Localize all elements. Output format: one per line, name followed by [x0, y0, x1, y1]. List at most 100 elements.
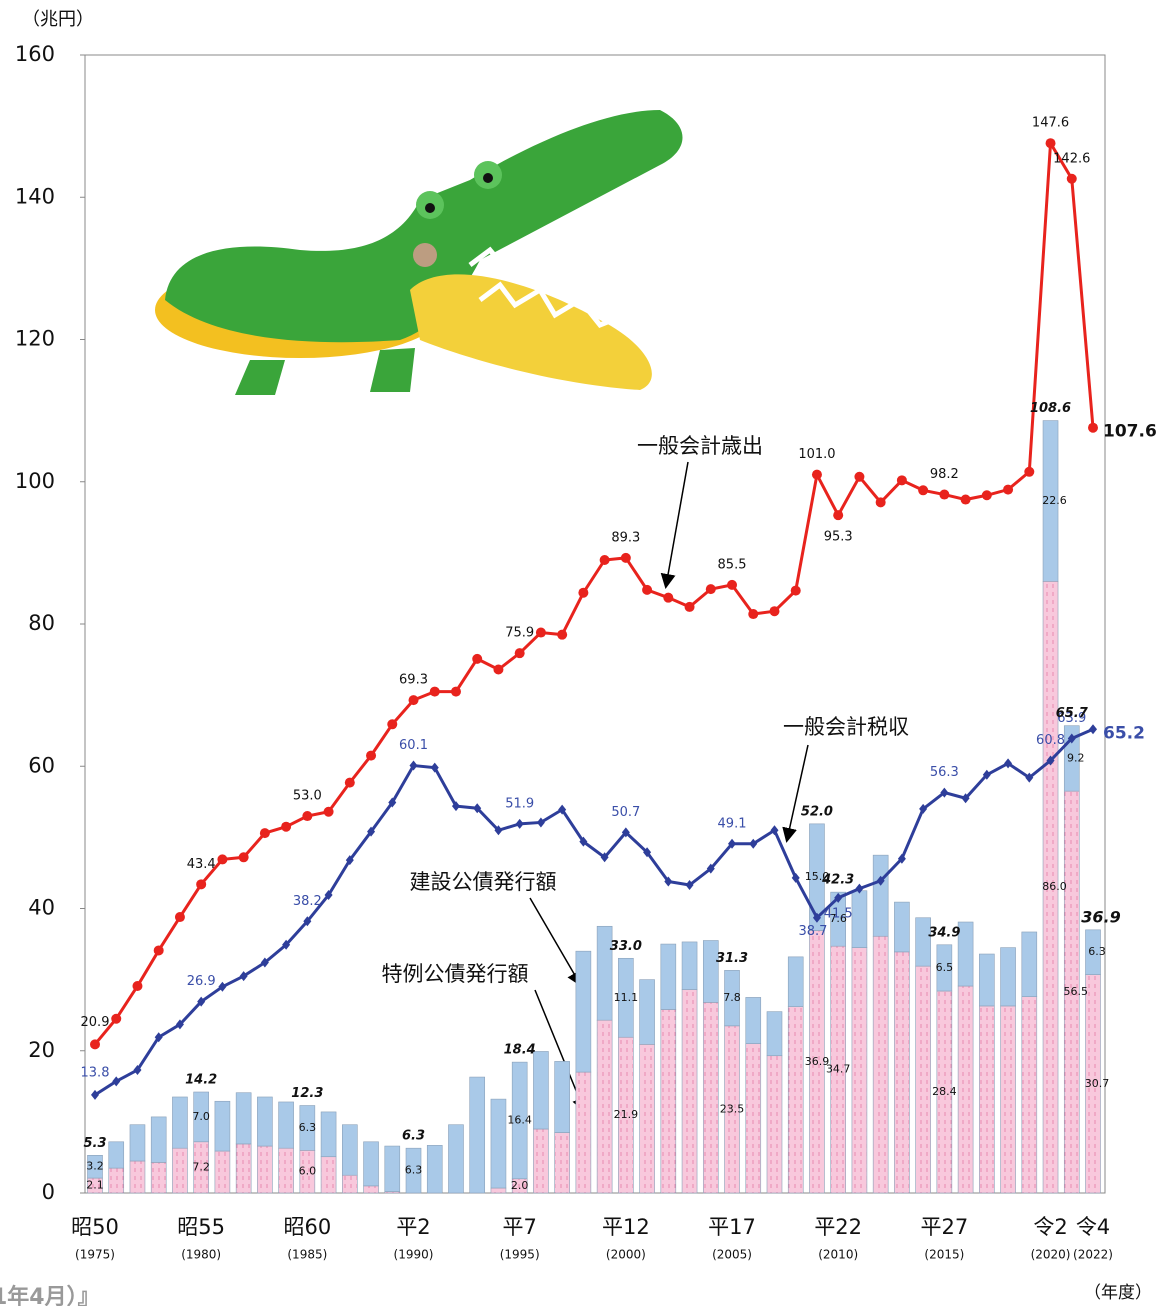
line-label: 13.8 — [81, 1065, 110, 1080]
bar-segment — [787, 1006, 804, 1194]
marker — [896, 475, 907, 486]
marker — [174, 912, 185, 923]
bar-segment-label: 7.6 — [829, 912, 847, 925]
bar-segment-label: 2.0 — [511, 1179, 529, 1192]
bars — [87, 420, 1101, 1194]
marker — [812, 912, 821, 923]
marker — [1066, 173, 1077, 184]
marker — [790, 585, 801, 596]
marker — [238, 852, 249, 863]
bar-total-label: 52.0 — [801, 804, 833, 819]
bar-segment — [342, 1174, 358, 1194]
line-label: 60.8 — [1036, 733, 1065, 748]
marker — [281, 821, 292, 832]
bar-segment — [618, 957, 634, 1038]
x-tick-label: 平2 — [396, 1215, 430, 1239]
bar-segment — [851, 947, 868, 1194]
marker — [514, 648, 525, 659]
marker — [643, 847, 652, 858]
bar-segment — [129, 1160, 146, 1194]
bar-segment — [1042, 420, 1059, 582]
marker — [153, 945, 164, 956]
marker — [982, 769, 991, 780]
bar-segment-label: 6.5 — [936, 961, 954, 974]
marker — [1046, 755, 1055, 766]
bar-segment — [320, 1111, 337, 1158]
marker — [1089, 724, 1097, 735]
bar-total-label: 5.3 — [83, 1136, 106, 1151]
marker — [450, 686, 461, 697]
marker — [621, 827, 630, 838]
x-tick-label: 令4 — [1076, 1215, 1110, 1239]
marker — [685, 880, 694, 891]
bar-total-label: 18.4 — [504, 1043, 536, 1058]
marker — [324, 889, 333, 900]
bar-segment — [405, 1147, 422, 1194]
line-label: 98.2 — [930, 467, 959, 482]
footer: 1年4月）』 — [0, 1284, 100, 1306]
marker — [642, 584, 653, 595]
marker — [535, 627, 546, 638]
labels: 2.17.2 6.02.021.9 23.536.934.728.486.056.5… — [81, 116, 1157, 1192]
marker — [705, 584, 716, 595]
bar-segment-label: 16.4 — [507, 1113, 532, 1126]
bar-segment — [426, 1145, 443, 1194]
bar-total-label: 33.0 — [610, 939, 642, 954]
y-tick-label: 160 — [15, 42, 55, 66]
x-tick-label: 平17 — [708, 1215, 756, 1239]
annotation: 一般会計税収 — [783, 715, 909, 739]
y-tick-label: 100 — [15, 469, 55, 493]
y-tick-label: 120 — [15, 327, 55, 351]
x-tick-sublabel: (2020) — [1031, 1248, 1071, 1262]
bar-segment — [1021, 996, 1038, 1194]
line-label: 38.7 — [798, 924, 827, 939]
marker — [239, 971, 248, 982]
bar-segment — [278, 1101, 294, 1149]
marker — [854, 471, 865, 482]
bar-segment-label: 30.7 — [1085, 1077, 1110, 1090]
bar-segment — [830, 891, 846, 947]
marker — [366, 750, 377, 761]
bar-segment — [193, 1091, 209, 1143]
marker — [834, 892, 843, 903]
bar-segment-label: 6.3 — [1088, 945, 1106, 958]
bar-segment — [214, 1100, 231, 1152]
marker — [918, 485, 929, 496]
line-label: 20.9 — [81, 1015, 110, 1030]
line-label: 107.6 — [1103, 422, 1157, 442]
marker — [429, 686, 440, 697]
marker — [282, 939, 291, 950]
marker — [175, 1019, 184, 1030]
marker — [451, 801, 460, 812]
x-tick-sublabel: (2000) — [606, 1248, 646, 1262]
marker — [833, 510, 844, 521]
bar-segment-label: 34.7 — [826, 1063, 851, 1076]
bar-segment — [533, 1128, 549, 1194]
bar-total-label: 34.9 — [928, 925, 960, 940]
marker — [961, 793, 970, 804]
bar-segment — [490, 1098, 507, 1189]
x-tick-sublabel: (1985) — [287, 1248, 327, 1262]
bar-segment — [681, 989, 698, 1194]
bar-segment-label: 22.6 — [1042, 494, 1067, 507]
marker — [875, 497, 886, 508]
marker — [1045, 138, 1056, 149]
bar-segment — [596, 925, 613, 1021]
marker — [154, 1032, 163, 1043]
x-tick-label: 昭50 — [71, 1215, 119, 1239]
marker — [855, 883, 864, 894]
bar-segment — [469, 1076, 486, 1194]
line-label: 43.4 — [187, 857, 216, 872]
bar-segment — [214, 1150, 231, 1194]
bar-segment — [915, 965, 931, 1194]
bar-segment — [575, 1071, 592, 1194]
x-tick-label: 平12 — [602, 1215, 650, 1239]
bar-total-label: 31.3 — [716, 951, 748, 966]
bar-segment-label: 6.0 — [299, 1165, 317, 1178]
bar-segment — [936, 944, 953, 992]
marker — [769, 606, 780, 617]
bar-segment — [554, 1061, 570, 1133]
bar-segment — [639, 979, 655, 1045]
bar-segment — [660, 943, 677, 1010]
marker — [791, 872, 800, 883]
